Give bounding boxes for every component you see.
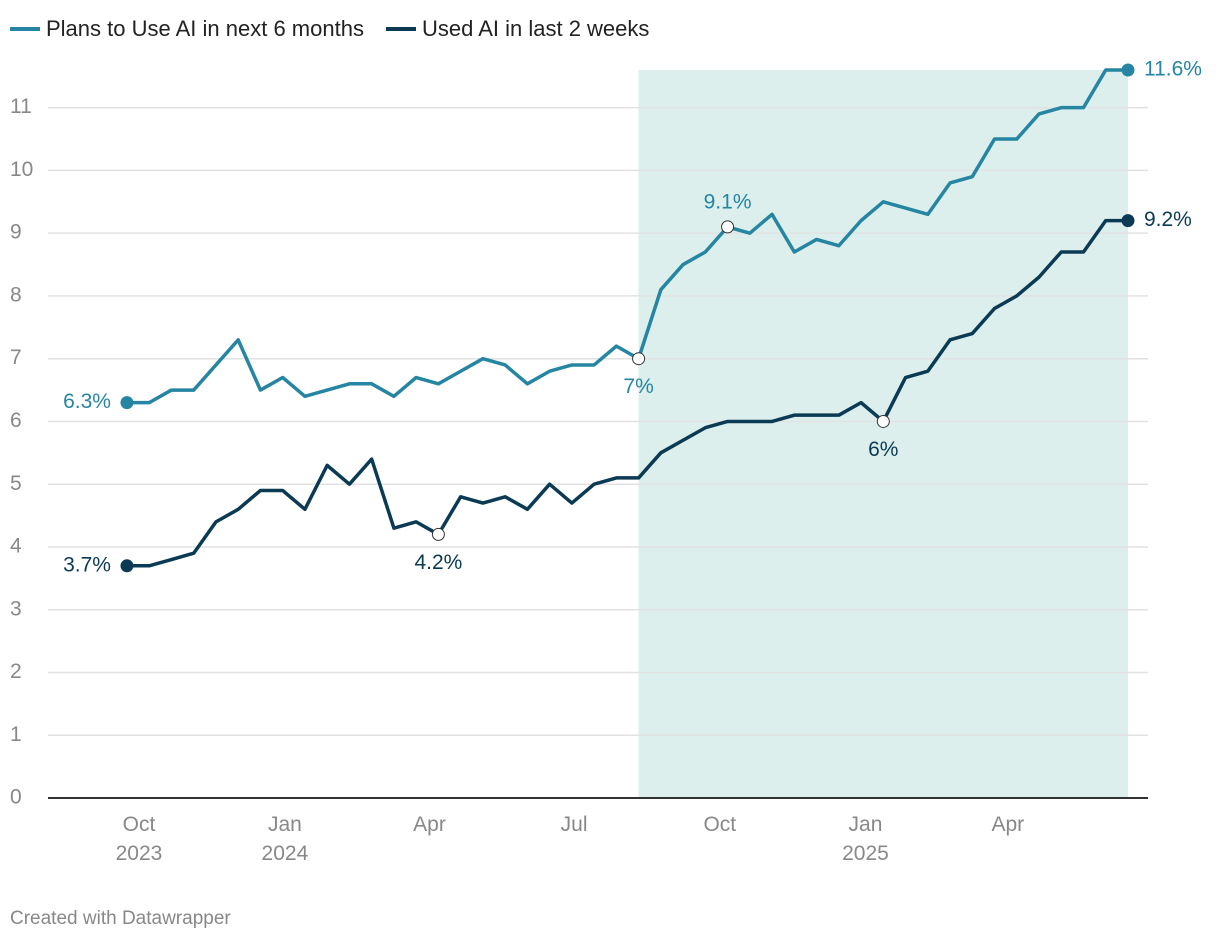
x-tick-label: Apr xyxy=(991,813,1025,836)
end-marker xyxy=(120,396,134,410)
series-line xyxy=(126,218,1128,568)
point-marker xyxy=(431,527,445,541)
y-tick-label: 5 xyxy=(10,472,22,495)
y-tick-label: 0 xyxy=(10,786,22,809)
end-marker xyxy=(1121,214,1135,228)
y-tick-label: 3 xyxy=(10,597,22,620)
data-label: 11.6% xyxy=(1144,58,1202,81)
y-tick-label: 9 xyxy=(10,221,22,244)
series-line xyxy=(126,68,1128,405)
x-tick-label: Oct xyxy=(703,813,737,836)
data-label: 4.2% xyxy=(414,551,462,574)
x-tick-label: Jan 2024 xyxy=(261,813,309,865)
x-tick-label: Jan 2025 xyxy=(842,813,889,865)
data-label: 6.3% xyxy=(63,390,111,413)
legend-label: Used AI in last 2 weeks xyxy=(421,16,650,41)
y-tick-label: 10 xyxy=(10,158,33,181)
data-label: 6% xyxy=(868,438,898,461)
data-label: 7% xyxy=(623,375,653,398)
y-tick-label: 6 xyxy=(10,409,22,432)
highlight-band xyxy=(638,70,1128,798)
legend-item: Plans to Use AI in next 6 months xyxy=(10,16,364,42)
y-tick-label: 2 xyxy=(10,660,22,683)
data-label: 9.1% xyxy=(704,190,752,213)
legend-item: Used AI in last 2 weeks xyxy=(385,16,650,42)
footer: Created with Datawrapper xyxy=(10,908,231,929)
y-tick-label: 8 xyxy=(10,283,22,306)
point-marker xyxy=(632,352,646,366)
end-marker xyxy=(1121,63,1135,77)
data-label: 9.2% xyxy=(1144,208,1192,231)
data-label: 3.7% xyxy=(63,553,111,576)
x-tick-label: Apr xyxy=(413,813,446,836)
legend-swatch xyxy=(10,27,40,31)
y-tick-label: 11 xyxy=(10,95,32,118)
point-marker xyxy=(876,414,890,428)
y-tick-label: 4 xyxy=(10,535,22,558)
point-marker xyxy=(721,220,735,234)
y-tick-label: 7 xyxy=(10,346,22,369)
end-marker xyxy=(120,559,134,573)
legend-swatch xyxy=(385,27,416,31)
x-tick-label: Jul xyxy=(560,813,588,836)
legend: Plans to Use AI in next 6 months Used AI … xyxy=(10,16,649,42)
y-tick-label: 1 xyxy=(10,723,22,746)
x-tick-label: Oct 2023 xyxy=(115,813,163,865)
legend-label: Plans to Use AI in next 6 months xyxy=(46,16,364,41)
